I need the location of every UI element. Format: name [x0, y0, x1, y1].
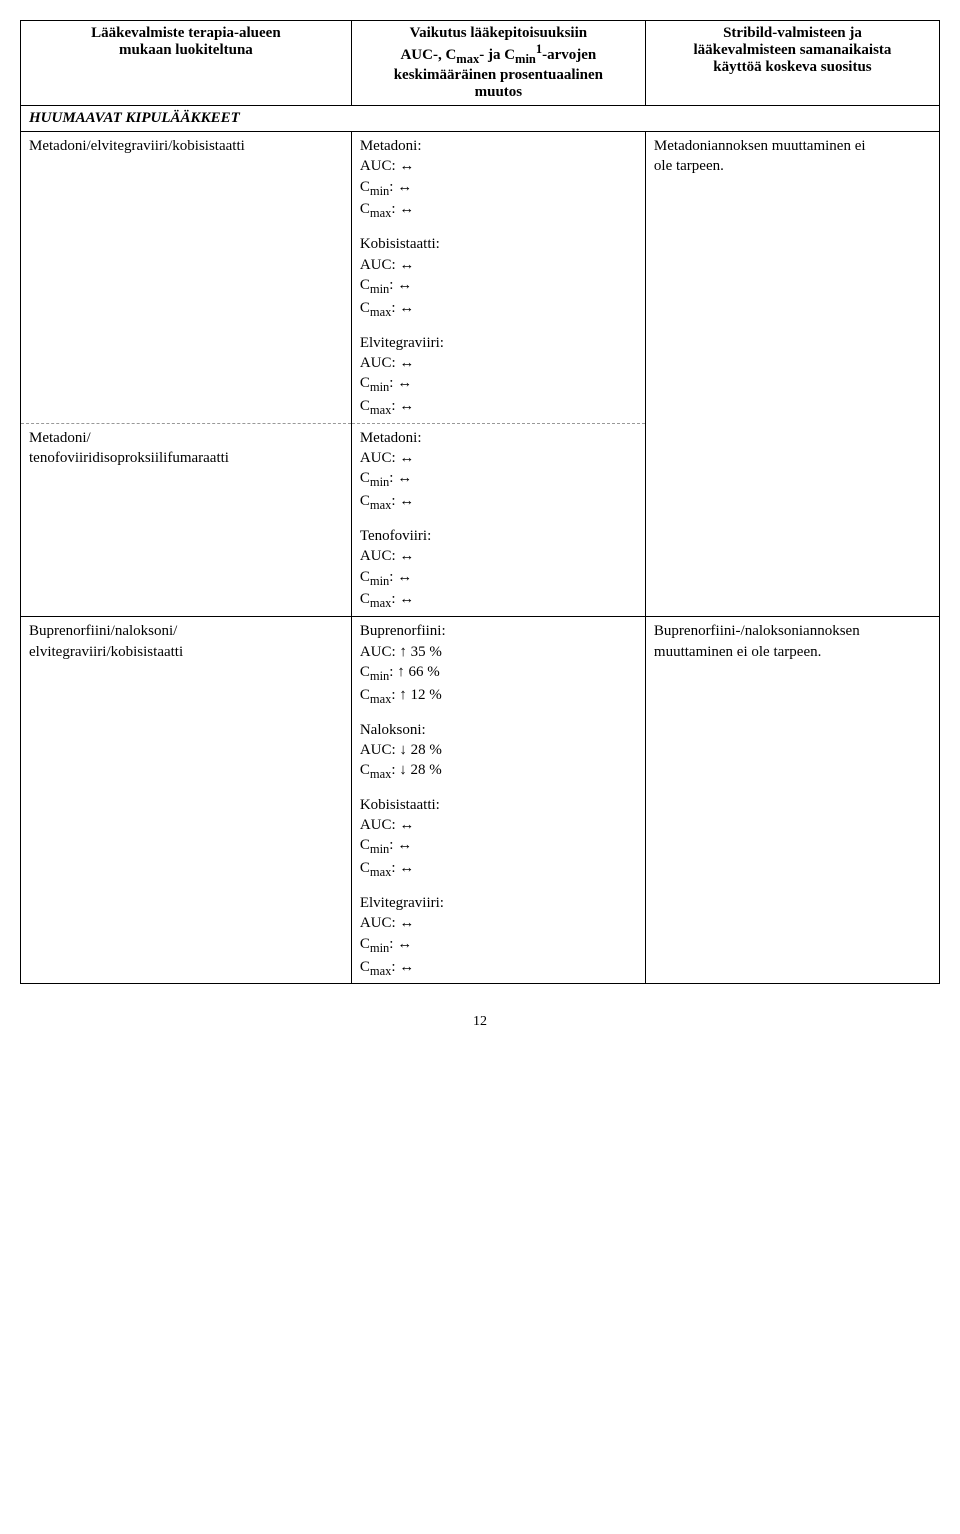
- effect-cell: Buprenorfiini: AUC: ↑ 35 % Cmin: ↑ 66 % …: [351, 617, 645, 984]
- table-row: Metadoni/elvitegraviiri/kobisistaatti Me…: [21, 132, 940, 424]
- table-header-row: Lääkevalmiste terapia-alueen mukaan luok…: [21, 21, 940, 106]
- effect-cell: Metadoni: AUC: ↔ Cmin: ↔ Cmax: ↔ Kobisis…: [351, 132, 645, 424]
- recommendation-cell: Metadoniannoksen muuttaminen ei ole tarp…: [645, 132, 939, 617]
- effect-cell: Metadoni: AUC: ↔ Cmin: ↔ Cmax: ↔ Tenofov…: [351, 423, 645, 617]
- page-number: 12: [20, 1014, 940, 1030]
- section-header: HUUMAAVAT KIPULÄÄKKEET: [21, 106, 940, 132]
- drug-interaction-table: Lääkevalmiste terapia-alueen mukaan luok…: [20, 20, 940, 984]
- header-col3: Stribild-valmisteen ja lääkevalmisteen s…: [645, 21, 939, 106]
- drug-cell: Metadoni/ tenofoviiridisoproksiilifumara…: [21, 423, 352, 617]
- header-col1: Lääkevalmiste terapia-alueen mukaan luok…: [21, 21, 352, 106]
- drug-cell: Metadoni/elvitegraviiri/kobisistaatti: [21, 132, 352, 424]
- table-row: Buprenorfiini/naloksoni/ elvitegraviiri/…: [21, 617, 940, 984]
- recommendation-cell: Buprenorfiini-/naloksoniannoksen muuttam…: [645, 617, 939, 984]
- drug-cell: Buprenorfiini/naloksoni/ elvitegraviiri/…: [21, 617, 352, 984]
- section-row: HUUMAAVAT KIPULÄÄKKEET: [21, 106, 940, 132]
- header-col2: Vaikutus lääkepitoisuuksiin AUC-, Cmax- …: [351, 21, 645, 106]
